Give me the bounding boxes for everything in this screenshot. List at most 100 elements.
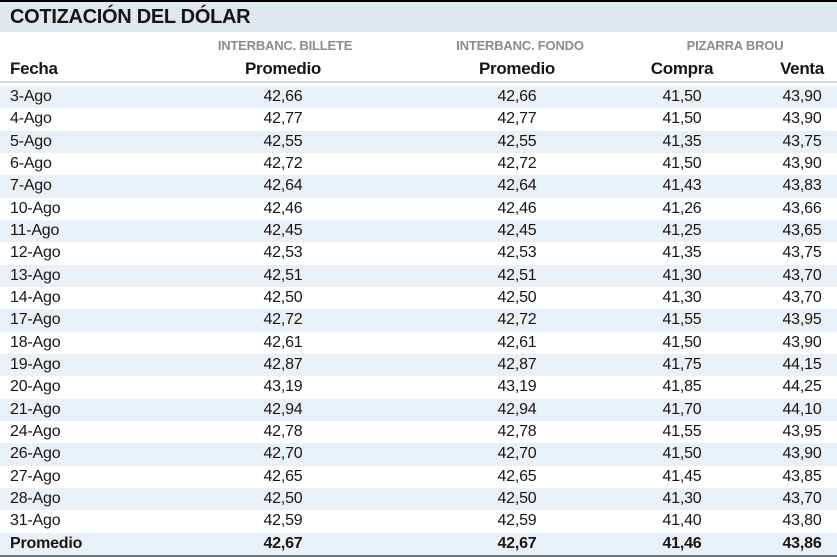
- promedio-row: Promedio 42,67 42,67 41,46 43,86: [0, 532, 837, 555]
- value-cell: 42,72: [497, 154, 537, 172]
- column-header-venta: Venta: [767, 56, 837, 83]
- table-row: 26-Ago 42,70 42,70 41,50 43,90: [0, 443, 837, 466]
- date-cell: 13-Ago: [0, 264, 129, 287]
- value-cell: 41,43: [597, 175, 767, 198]
- value-cell: 42,51: [437, 264, 597, 287]
- group-header-label: INTERBANC. FONDO: [456, 38, 584, 53]
- date-cell: 24-Ago: [10, 422, 61, 440]
- footer-promedio-billete: 42,67: [129, 532, 437, 555]
- value-cell: 42,55: [437, 130, 597, 153]
- group-header-pizarra-brou: PIZARRA BROU: [597, 36, 837, 56]
- value-cell: 41,70: [597, 398, 767, 421]
- value-cell: 42,45: [129, 219, 437, 243]
- value-cell: 41,25: [597, 219, 767, 243]
- date-cell: 21-Ago: [0, 398, 129, 421]
- value-cell: 43,90: [782, 333, 822, 351]
- table-footer: Promedio 42,67 42,67 41,46 43,86: [0, 532, 837, 555]
- column-header-promedio-fondo: Promedio: [437, 56, 597, 83]
- value-cell: 43,19: [263, 378, 303, 396]
- date-cell: 5-Ago: [0, 130, 129, 153]
- group-header-label: INTERBANC. BILLETE: [217, 38, 353, 53]
- value-cell: 42,61: [497, 333, 537, 351]
- date-cell: 6-Ago: [10, 154, 52, 172]
- column-group-row: INTERBANC. BILLETE INTERBANC. FONDO PIZA…: [0, 36, 837, 56]
- value-cell: 42,87: [129, 353, 437, 377]
- value-cell: 42,53: [263, 244, 303, 262]
- column-header-promedio-billete: Promedio: [129, 56, 437, 83]
- value-cell: 41,30: [662, 288, 702, 306]
- table-row: 28-Ago 42,50 42,50 41,30 43,70: [0, 487, 837, 511]
- value-cell: 43,70: [767, 264, 837, 287]
- value-cell: 42,50: [497, 288, 537, 306]
- value-cell: 42,59: [263, 512, 303, 530]
- value-cell: 43,95: [782, 422, 822, 440]
- value-cell: 44,25: [782, 378, 822, 396]
- value-cell: 42,50: [263, 288, 303, 306]
- date-cell: 11-Ago: [0, 219, 129, 243]
- value-cell: 42,66: [129, 83, 437, 109]
- date-cell: 26-Ago: [0, 443, 129, 466]
- value-cell: 43,75: [767, 130, 837, 153]
- value-cell: 41,55: [662, 422, 702, 440]
- value-cell: 42,94: [129, 398, 437, 421]
- value-cell: 42,61: [263, 333, 303, 351]
- group-header-label: PIZARRA BROU: [686, 38, 784, 53]
- value-cell: 41,26: [662, 199, 702, 217]
- value-cell: 41,75: [597, 353, 767, 377]
- value-cell: 42,94: [437, 398, 597, 421]
- value-cell: 43,90: [767, 443, 837, 466]
- column-header-compra: Compra: [597, 56, 767, 83]
- value-cell: 42,78: [263, 422, 303, 440]
- value-cell: 41,35: [662, 244, 702, 262]
- value-cell: 42,50: [437, 487, 597, 511]
- table-row: 11-Ago 42,45 42,45 41,25 43,65: [0, 219, 837, 243]
- table-row: 18-Ago 42,61 42,61 41,50 43,90: [0, 332, 837, 354]
- table-row: 7-Ago 42,64 42,64 41,43 43,83: [0, 175, 837, 198]
- value-cell: 42,53: [497, 244, 537, 262]
- value-cell: 42,72: [129, 309, 437, 332]
- table-row: 13-Ago 42,51 42,51 41,30 43,70: [0, 264, 837, 287]
- date-cell: 7-Ago: [0, 175, 129, 198]
- table-row: 19-Ago 42,87 42,87 41,75 44,15: [0, 353, 837, 377]
- column-header-fecha: Fecha: [0, 56, 129, 83]
- table-row: 12-Ago 42,53 42,53 41,35 43,75: [0, 242, 837, 264]
- group-header-spacer: [0, 36, 129, 56]
- value-cell: 41,50: [662, 110, 702, 128]
- table-row: 5-Ago 42,55 42,55 41,35 43,75: [0, 130, 837, 153]
- value-cell: 41,55: [597, 309, 767, 332]
- value-cell: 42,45: [437, 219, 597, 243]
- value-cell: 44,15: [767, 353, 837, 377]
- date-cell: 17-Ago: [0, 309, 129, 332]
- footer-label: Promedio: [0, 532, 129, 555]
- value-cell: 43,66: [782, 199, 822, 217]
- value-cell: 42,46: [263, 199, 303, 217]
- table-row: 10-Ago 42,46 42,46 41,26 43,66: [0, 198, 837, 220]
- value-cell: 43,85: [782, 467, 822, 485]
- value-cell: 41,30: [597, 264, 767, 287]
- value-cell: 42,72: [263, 154, 303, 172]
- table-row: 20-Ago 43,19 43,19 41,85 44,25: [0, 376, 837, 398]
- value-cell: 41,45: [662, 467, 702, 485]
- table-header: INTERBANC. BILLETE INTERBANC. FONDO PIZA…: [0, 36, 837, 83]
- date-cell: 27-Ago: [10, 467, 61, 485]
- value-cell: 42,64: [437, 175, 597, 198]
- table-row: 24-Ago 42,78 42,78 41,55 43,95: [0, 421, 837, 443]
- value-cell: 42,65: [263, 467, 303, 485]
- quotation-table: INTERBANC. BILLETE INTERBANC. FONDO PIZA…: [0, 36, 837, 555]
- value-cell: 42,77: [263, 110, 303, 128]
- value-cell: 41,50: [597, 443, 767, 466]
- table-row: 31-Ago 42,59 42,59 41,40 43,80: [0, 510, 837, 532]
- date-cell: 12-Ago: [10, 244, 61, 262]
- table-row: 17-Ago 42,72 42,72 41,55 43,95: [0, 309, 837, 332]
- value-cell: 43,95: [767, 309, 837, 332]
- date-cell: 10-Ago: [10, 199, 61, 217]
- footer-compra: 41,46: [597, 532, 767, 555]
- value-cell: 41,50: [662, 333, 702, 351]
- value-cell: 43,90: [767, 83, 837, 109]
- value-cell: 42,87: [437, 353, 597, 377]
- value-cell: 43,90: [782, 154, 822, 172]
- value-cell: 43,65: [767, 219, 837, 243]
- value-cell: 43,75: [782, 244, 822, 262]
- value-cell: 41,85: [662, 378, 702, 396]
